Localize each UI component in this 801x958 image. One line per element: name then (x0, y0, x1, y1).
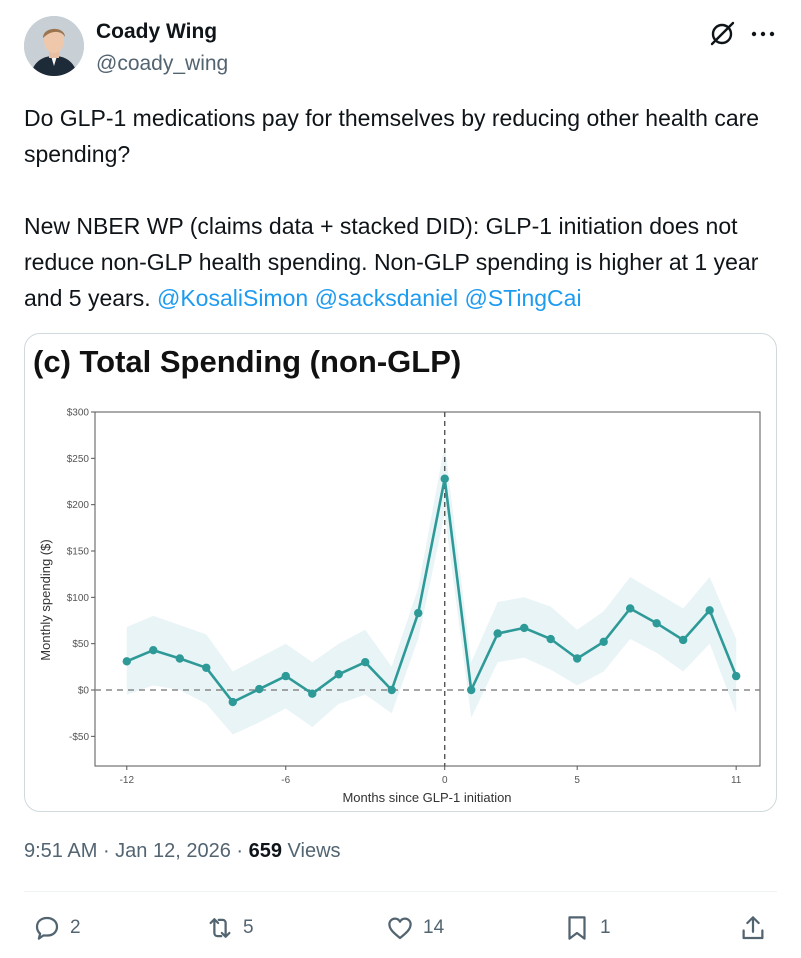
grok-icon[interactable] (706, 18, 738, 50)
more-icon[interactable] (748, 18, 778, 50)
y-tick-label: $100 (67, 593, 90, 604)
data-point (678, 635, 688, 645)
like-button[interactable]: 14 (385, 910, 444, 946)
data-point (202, 663, 211, 672)
mention-kosalisimon[interactable]: @KosaliSimon (156, 285, 309, 311)
y-tick-label: $150 (67, 547, 90, 558)
data-point (572, 654, 582, 663)
retweet-button[interactable]: 5 (205, 910, 254, 946)
data-point (546, 634, 555, 644)
author-name[interactable]: Coady Wing (96, 20, 218, 43)
data-point (652, 619, 661, 628)
tweet-time[interactable]: 9:51 AM (24, 840, 98, 862)
avatar[interactable] (24, 16, 84, 76)
data-point (175, 654, 184, 663)
retweet-icon (209, 918, 231, 938)
data-point (493, 629, 502, 638)
data-point (361, 658, 370, 667)
data-point (334, 670, 343, 679)
data-point (255, 684, 264, 694)
y-tick-label: $200 (67, 500, 90, 511)
divider (24, 891, 777, 892)
data-point (308, 689, 317, 698)
retweet-count: 5 (243, 917, 254, 938)
data-point (599, 637, 608, 647)
data-point (705, 606, 714, 615)
tweet-body: New NBER WP (claims data + stacked DID):… (24, 213, 759, 311)
share-button[interactable] (738, 910, 776, 946)
data-point (520, 623, 529, 633)
data-point (467, 685, 476, 695)
chart-title: (c) Total Spending (non-GLP) (33, 344, 461, 379)
tweet-text: Do GLP-1 medications pay for themselves … (24, 100, 784, 316)
author-handle[interactable]: @coady_wing (96, 52, 229, 75)
series-line (126, 477, 738, 704)
data-point (387, 685, 396, 695)
tweet-date[interactable]: Jan 12, 2026 (115, 840, 231, 862)
views-label: Views (287, 840, 341, 862)
reply-button[interactable]: 2 (32, 910, 81, 946)
tweet-paragraph-2: New NBER WP (claims data + stacked DID):… (24, 208, 784, 316)
x-tick-label: 11 (731, 775, 742, 786)
data-point (122, 657, 131, 666)
tweet-meta: 9:51 AM · Jan 12, 2026 · 659 Views (24, 840, 341, 862)
tweet-media-chart[interactable]: (c) Total Spending (non-GLP) -$50 $0 $50 $1… (24, 333, 777, 812)
data-point (414, 608, 423, 618)
x-tick-label: -12 (120, 775, 135, 786)
y-tick-label: $0 (78, 686, 90, 697)
bookmark-count: 1 (600, 917, 611, 938)
views-count: 659 (248, 840, 282, 862)
tweet-paragraph-1: Do GLP-1 medications pay for themselves … (24, 105, 760, 167)
chart-ylabel: Monthly spending ($) (38, 539, 53, 660)
like-count: 14 (423, 917, 445, 938)
mention-stingcai[interactable]: @STingCai (464, 285, 582, 311)
reply-count: 2 (70, 917, 81, 938)
heart-icon (388, 917, 412, 940)
chart-xlabel: Months since GLP-1 initiation (342, 790, 511, 805)
data-point (149, 645, 158, 655)
reply-icon (35, 916, 59, 940)
mention-sacksdaniel[interactable]: @sacksdaniel (314, 285, 459, 311)
share-icon (742, 916, 764, 940)
confidence-band (126, 444, 737, 735)
y-tick-label: $250 (67, 454, 90, 465)
bookmark-button[interactable]: 1 (562, 910, 611, 946)
data-point (625, 604, 635, 613)
bookmark-icon (568, 916, 586, 940)
y-tick-label: -$50 (69, 732, 89, 743)
y-tick-label: $300 (67, 408, 90, 419)
chart: (c) Total Spending (non-GLP) -$50 $0 $50 $1… (33, 344, 761, 805)
x-tick-label: -6 (281, 775, 290, 786)
x-tick-label: 5 (574, 775, 580, 786)
data-point (440, 474, 449, 483)
data-point (228, 697, 237, 707)
data-point (281, 671, 290, 681)
data-point (731, 671, 741, 681)
x-tick-label: 0 (442, 775, 448, 786)
plot-frame (94, 411, 761, 767)
y-tick-label: $50 (72, 639, 89, 650)
